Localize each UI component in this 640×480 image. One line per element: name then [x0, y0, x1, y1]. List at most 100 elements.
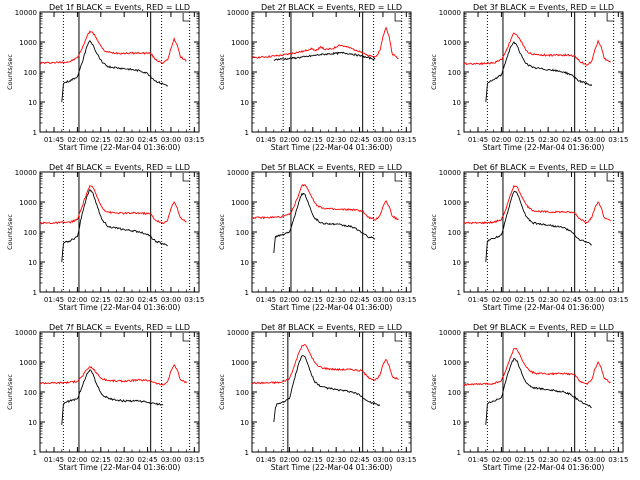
x-tick-label: 03:00	[161, 136, 181, 144]
events-curve	[61, 40, 169, 103]
y-axis-label: Counts/sec	[430, 214, 438, 250]
y-tick-label: 1	[245, 449, 249, 457]
detector-panel-7: 1 10 100 1000 10000 01:45 02:00 02:15 02:30 02:45…	[6, 323, 204, 472]
x-tick-label: 02:00	[491, 296, 511, 304]
panel-title: Det 9f BLACK = Events, RED = LLD	[473, 323, 614, 332]
lld-curve	[463, 347, 611, 386]
x-tick-label: 01:45	[44, 296, 64, 304]
x-tick-label: 03:00	[373, 136, 393, 144]
x-tick-label: 03:00	[373, 296, 393, 304]
y-tick-label: 1000	[231, 39, 249, 47]
x-tick-label: 02:15	[303, 136, 323, 144]
x-tick-label: 02:00	[67, 456, 87, 464]
y-tick-label: 100	[448, 229, 461, 237]
y-tick-label: 10	[240, 259, 249, 267]
x-tick-label: 02:00	[279, 136, 299, 144]
y-tick-label: 10000	[227, 329, 249, 337]
panel-title: Det 4f BLACK = Events, RED = LLD	[49, 163, 190, 172]
corner-bracket-icon	[182, 333, 191, 342]
panel-title: Det 3f BLACK = Events, RED = LLD	[473, 3, 614, 12]
y-tick-label: 10	[28, 99, 37, 107]
x-tick-label: 03:15	[608, 456, 628, 464]
x-tick-label: 03:00	[585, 296, 605, 304]
events-curve	[61, 369, 164, 425]
x-tick-label: 02:15	[91, 456, 111, 464]
y-tick-label: 10000	[439, 329, 461, 337]
y-axis-label: Counts/sec	[218, 54, 226, 90]
y-tick-label: 10000	[439, 9, 461, 17]
x-tick-label: 03:15	[396, 456, 416, 464]
x-tick-label: 02:45	[137, 296, 157, 304]
x-axis-label: Start Time (22-Mar-04 01:36:00)	[59, 303, 181, 312]
y-tick-label: 10000	[439, 169, 461, 177]
x-axis-label: Start Time (22-Mar-04 01:36:00)	[271, 463, 393, 472]
x-tick-label: 01:45	[256, 136, 276, 144]
x-tick-label: 02:30	[326, 136, 346, 144]
x-tick-label: 02:15	[515, 456, 535, 464]
y-axis-label: Counts/sec	[218, 214, 226, 250]
y-tick-label: 10	[28, 419, 37, 427]
events-curve	[61, 188, 168, 263]
panel-title: Det 8f BLACK = Events, RED = LLD	[261, 323, 402, 332]
y-tick-label: 10	[452, 259, 461, 267]
corner-bracket-icon	[606, 13, 615, 22]
y-axis-label: Counts/sec	[430, 54, 438, 90]
detector-panel-5: 1 10 100 1000 10000 01:45 02:00 02:15 02:30 02:45…	[218, 163, 416, 312]
x-tick-label: 02:00	[279, 456, 299, 464]
corner-bracket-icon	[182, 13, 191, 22]
x-tick-label: 03:15	[184, 296, 204, 304]
x-tick-label: 02:00	[491, 136, 511, 144]
x-tick-label: 02:15	[515, 136, 535, 144]
y-tick-label: 10000	[15, 9, 37, 17]
panel-title: Det 7f BLACK = Events, RED = LLD	[49, 323, 190, 332]
x-axis-label: Start Time (22-Mar-04 01:36:00)	[483, 143, 605, 152]
y-tick-label: 1	[33, 129, 37, 137]
y-tick-label: 10000	[227, 9, 249, 17]
events-curve	[273, 192, 376, 254]
x-tick-label: 02:45	[561, 136, 581, 144]
detector-panel-6: 1 10 100 1000 10000 01:45 02:00 02:15 02:30 02:45…	[430, 163, 628, 312]
x-axis-label: Start Time (22-Mar-04 01:36:00)	[59, 463, 181, 472]
corner-bracket-icon	[394, 13, 403, 22]
corner-bracket-icon	[394, 333, 403, 342]
lld-curve	[39, 185, 187, 225]
lld-curve	[251, 344, 399, 385]
x-tick-label: 02:30	[114, 296, 134, 304]
y-tick-label: 1	[457, 449, 461, 457]
x-tick-label: 03:15	[608, 136, 628, 144]
x-tick-label: 02:45	[349, 456, 369, 464]
x-tick-label: 03:15	[608, 296, 628, 304]
x-tick-label: 01:45	[468, 456, 488, 464]
x-tick-label: 02:30	[538, 296, 558, 304]
x-axis-label: Start Time (22-Mar-04 01:36:00)	[483, 303, 605, 312]
plot-frame	[251, 171, 412, 293]
y-tick-label: 1000	[443, 199, 461, 207]
detector-panel-4: 1 10 100 1000 10000 01:45 02:00 02:15 02:30 02:45…	[6, 163, 204, 312]
y-tick-label: 100	[448, 69, 461, 77]
x-tick-label: 01:45	[256, 296, 276, 304]
lld-curve	[463, 32, 611, 66]
x-tick-label: 02:00	[491, 456, 511, 464]
y-tick-label: 1	[457, 289, 461, 297]
y-tick-label: 10000	[15, 169, 37, 177]
y-tick-label: 100	[236, 69, 249, 77]
x-tick-label: 02:30	[326, 296, 346, 304]
y-tick-label: 10	[240, 99, 249, 107]
events-curve	[273, 51, 376, 61]
x-tick-label: 02:30	[114, 456, 134, 464]
lld-curve	[251, 26, 399, 60]
x-tick-label: 03:15	[396, 136, 416, 144]
x-tick-label: 03:00	[161, 296, 181, 304]
events-curve	[485, 190, 593, 263]
x-tick-label: 02:00	[67, 296, 87, 304]
x-tick-label: 02:45	[561, 296, 581, 304]
y-tick-label: 1000	[443, 359, 461, 367]
lld-curve	[463, 184, 611, 225]
y-tick-label: 1	[33, 449, 37, 457]
y-tick-label: 100	[236, 389, 249, 397]
lld-curve	[251, 183, 399, 221]
detector-panel-1: 1 10 100 1000 10000 01:45 02:00 02:15 02:30 02:45…	[6, 3, 204, 152]
y-tick-label: 1000	[19, 199, 37, 207]
x-tick-label: 01:45	[256, 456, 276, 464]
corner-bracket-icon	[606, 173, 615, 182]
